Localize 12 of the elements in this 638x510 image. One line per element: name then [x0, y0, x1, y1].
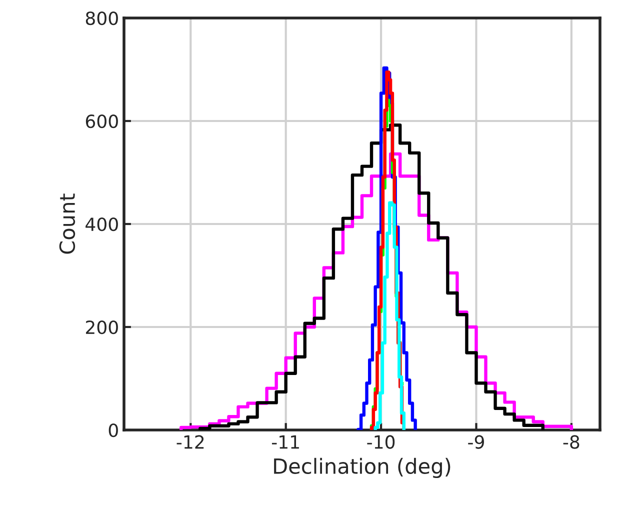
y-tick-label: 400: [86, 217, 118, 232]
y-axis-title: Count: [59, 194, 76, 254]
x-tick-label: -8: [563, 435, 580, 449]
y-tick-label: 800: [86, 11, 118, 26]
y-tick-label: 600: [86, 114, 118, 128]
x-axis-title: Declination (deg): [274, 458, 450, 478]
x-tick-label: -12: [176, 435, 204, 449]
y-tick-label: 200: [86, 320, 118, 334]
x-tick-label: -11: [272, 435, 299, 449]
y-tick-label: 0: [108, 423, 118, 438]
x-tick-label: -9: [468, 435, 484, 449]
x-tick-label: -10: [367, 435, 395, 449]
